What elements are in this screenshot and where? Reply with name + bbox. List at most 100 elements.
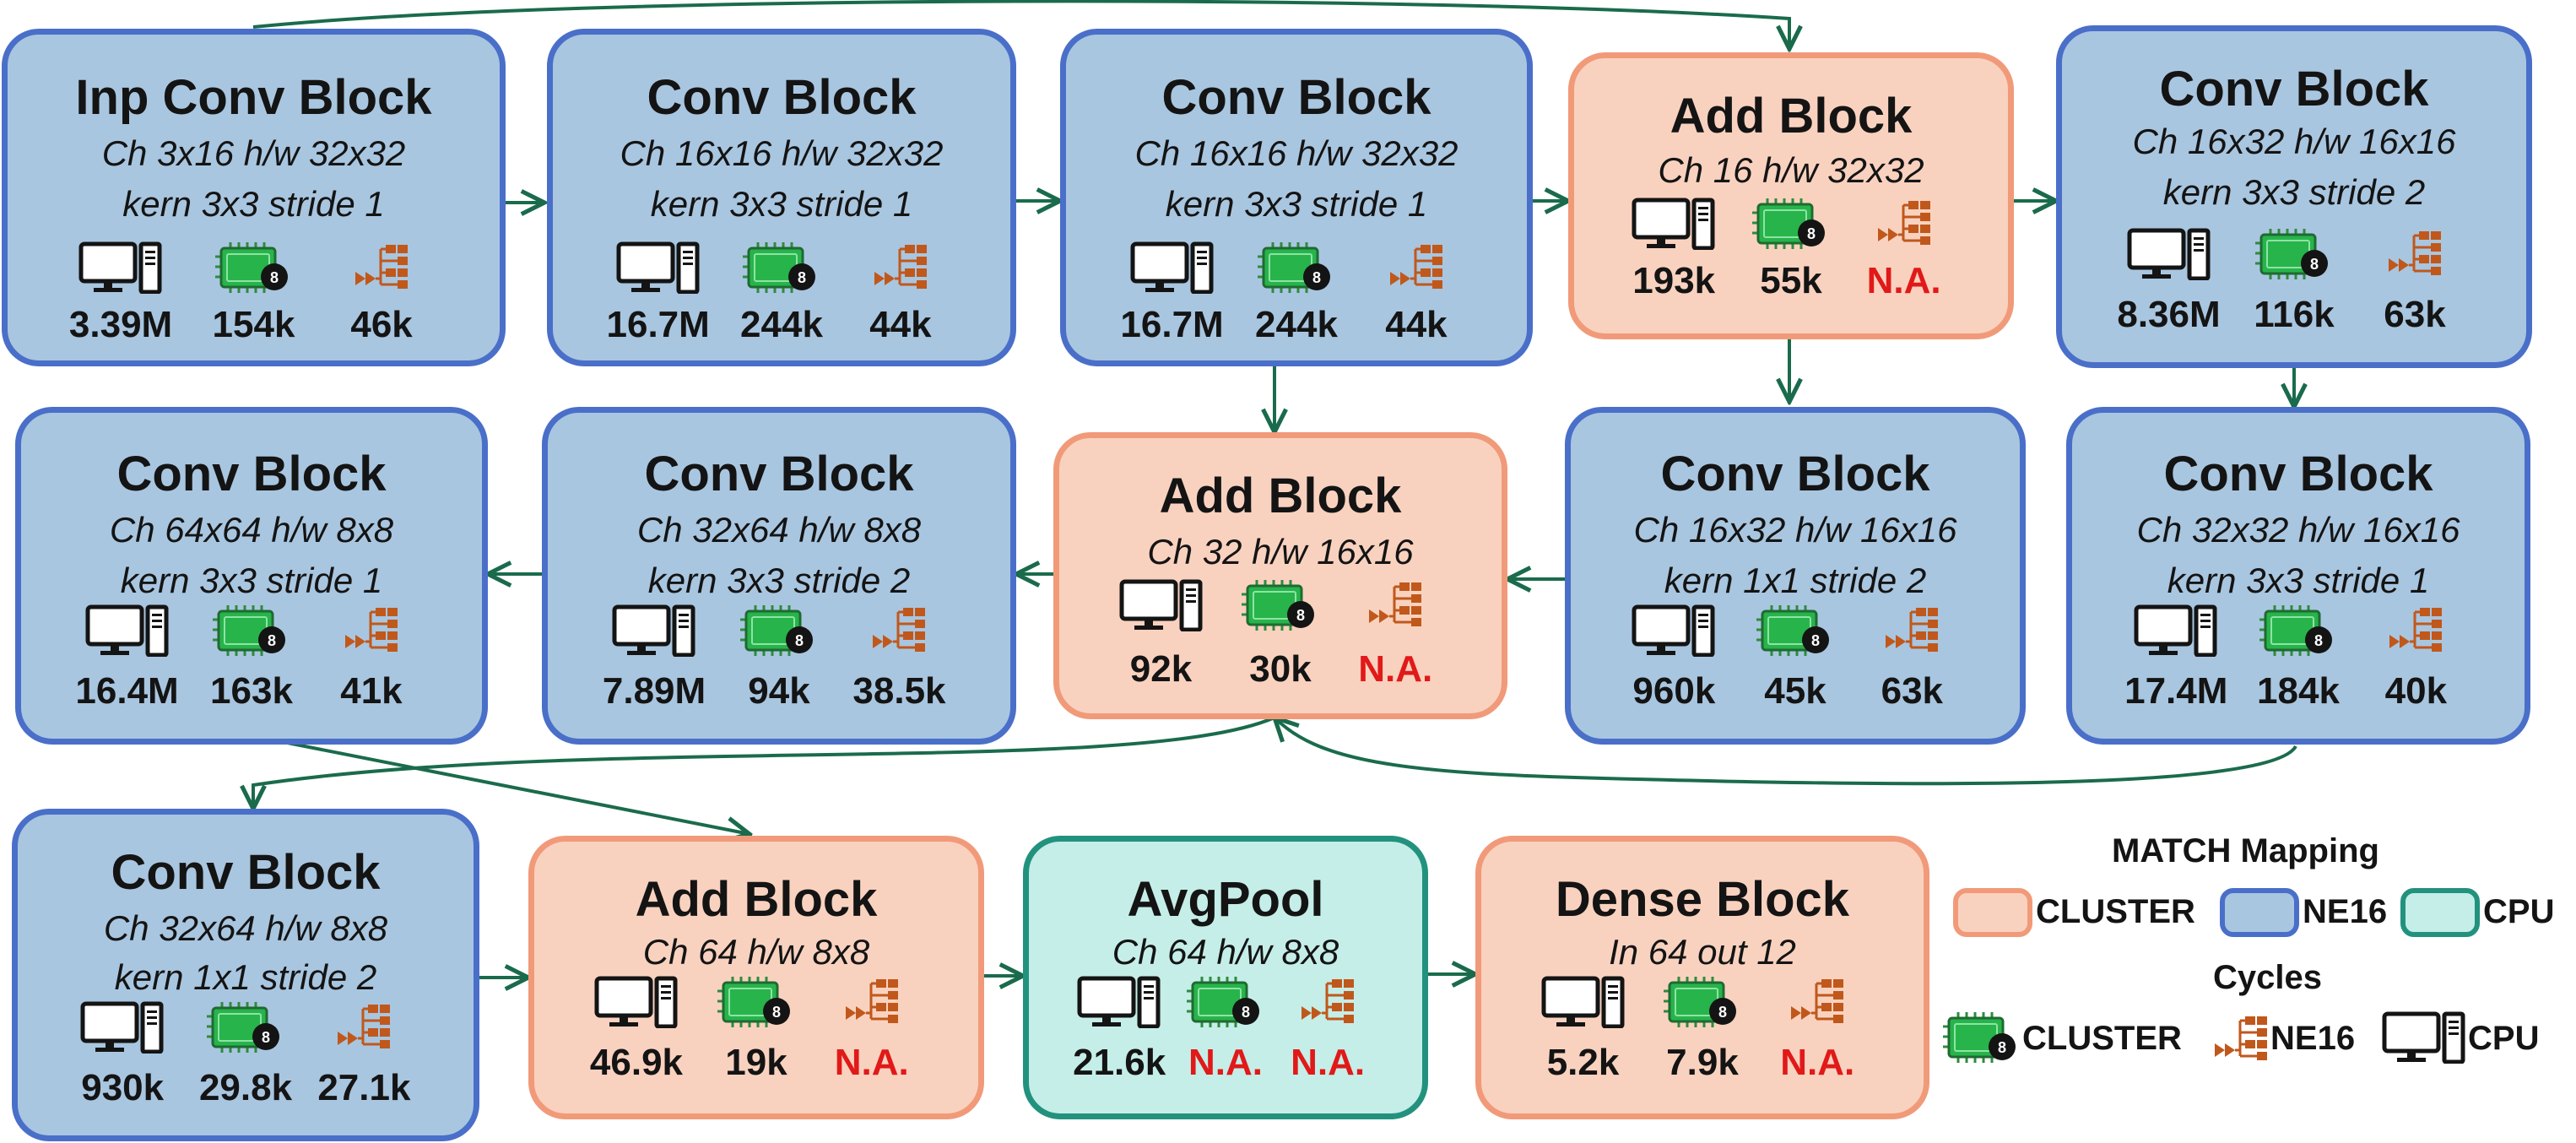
cycles-cluster: 55k xyxy=(1760,260,1822,301)
block-b8: Add Block Ch 32 h/w 16x16 92k 30k N.A. xyxy=(1053,432,1507,719)
cycles-ne16: 38.5k xyxy=(852,670,946,712)
block-title: Conv Block xyxy=(1161,70,1431,125)
accelerator-icon xyxy=(871,606,927,659)
block-spec-line: Ch 32 h/w 16x16 xyxy=(1147,532,1414,572)
cycles-cluster: 244k xyxy=(1255,304,1338,345)
cycles-ne16: 44k xyxy=(1385,304,1448,345)
block-spec-line: kern 3x3 stride 1 xyxy=(650,184,913,224)
chip-icon xyxy=(203,1000,288,1058)
chip-icon xyxy=(714,975,798,1032)
block-spec-line: Ch 16x32 h/w 16x16 xyxy=(1633,510,1957,550)
block-title: Dense Block xyxy=(1555,872,1850,927)
cycles-cluster: 94k xyxy=(748,670,810,712)
block-b12: Add Block Ch 64 h/w 8x8 46.9k 19k N.A. xyxy=(528,836,984,1119)
block-b7: Conv Block Ch 32x64 h/w 8x8 kern 3x3 strid… xyxy=(542,407,1016,745)
accelerator-icon xyxy=(344,606,399,659)
legend-cycles-cluster: CLUSTER xyxy=(2022,1020,2182,1057)
cycles-cluster: 45k xyxy=(1764,670,1826,712)
edge-b8-b11 xyxy=(253,716,1275,809)
block-spec-line: Ch 16x32 h/w 16x16 xyxy=(2132,122,2456,161)
computer-icon xyxy=(85,604,170,661)
accelerator-icon xyxy=(873,243,928,296)
chip-icon xyxy=(1749,197,1833,254)
accelerator-icon xyxy=(2388,606,2443,659)
chip-icon xyxy=(212,241,296,298)
block-b2: Conv Block Ch 16x16 h/w 32x32 kern 3x3 str… xyxy=(547,29,1016,366)
chip-icon xyxy=(1753,604,1837,661)
edge-b6-b12 xyxy=(252,734,750,834)
computer-icon xyxy=(612,604,696,661)
legend-label-cpu: CPU xyxy=(2483,893,2555,930)
cycles-cluster: 244k xyxy=(740,304,823,345)
cycles-ne16: 44k xyxy=(869,304,932,345)
edge-b10-b8 xyxy=(1274,718,2297,786)
cycles-cpu: 930k xyxy=(81,1067,165,1108)
block-b10: Conv Block Ch 32x32 h/w 16x16 kern 3x3 str… xyxy=(2066,407,2530,745)
block-title: AvgPool xyxy=(1127,872,1324,927)
accelerator-icon xyxy=(1884,606,1940,659)
block-spec-line: Ch 64 h/w 8x8 xyxy=(1112,932,1339,972)
chip-icon xyxy=(739,241,824,298)
block-title: Conv Block xyxy=(2163,447,2433,501)
cycles-cluster: 7.9k xyxy=(1666,1042,1739,1083)
chip-icon xyxy=(1183,975,1268,1032)
block-spec-line: Ch 16x16 h/w 32x32 xyxy=(620,133,944,173)
block-spec-line: In 64 out 12 xyxy=(1609,932,1796,972)
cycles-ne16: 63k xyxy=(1881,670,1944,712)
block-b9: Conv Block Ch 16x32 h/w 16x16 kern 1x1 str… xyxy=(1565,407,2026,745)
cycles-cpu: 46.9k xyxy=(589,1042,684,1083)
legend-label-cluster: CLUSTER xyxy=(2036,893,2195,930)
block-title: Conv Block xyxy=(644,447,914,501)
block-spec-line: kern 3x3 stride 2 xyxy=(2162,172,2426,212)
legend-swatch-cpu xyxy=(2400,888,2480,937)
cycles-ne16: 41k xyxy=(340,670,403,712)
block-title: Inp Conv Block xyxy=(75,70,432,125)
accelerator-icon xyxy=(2387,230,2443,283)
legend-swatch-cluster xyxy=(1953,888,2032,937)
accelerator-icon xyxy=(1300,978,1356,1031)
cycles-cpu: 193k xyxy=(1632,260,1716,301)
legend-label-ne16: NE16 xyxy=(2303,893,2388,930)
computer-icon xyxy=(1632,604,1716,661)
cycles-ne16: 40k xyxy=(2384,670,2448,712)
block-spec-line: kern 3x3 stride 1 xyxy=(1165,184,1428,224)
accelerator-icon xyxy=(1367,581,1423,634)
accelerator-icon xyxy=(336,1003,392,1056)
legend-computer-icon xyxy=(2382,1011,2466,1068)
cycles-cluster: 163k xyxy=(210,670,293,712)
block-title: Conv Block xyxy=(111,845,381,900)
block-spec-line: kern 3x3 stride 1 xyxy=(120,561,383,600)
accelerator-icon xyxy=(844,978,900,1031)
block-title: Add Block xyxy=(1159,469,1402,523)
legend-accelerator-icon xyxy=(2213,1015,2269,1068)
cycles-ne16: N.A. xyxy=(834,1042,909,1083)
chip-icon xyxy=(209,604,294,661)
cycles-ne16: 27.1k xyxy=(317,1067,411,1108)
cycles-ne16: 46k xyxy=(350,304,413,345)
computer-icon xyxy=(1077,976,1161,1032)
cycles-ne16: 63k xyxy=(2384,294,2446,335)
block-b6: Conv Block Ch 64x64 h/w 8x8 kern 3x3 strid… xyxy=(15,407,488,745)
block-spec-line: kern 1x1 stride 2 xyxy=(114,957,377,997)
block-b5: Conv Block Ch 16x32 h/w 16x16 kern 3x3 str… xyxy=(2056,25,2532,368)
computer-icon xyxy=(1541,976,1626,1032)
computer-icon xyxy=(594,976,679,1032)
computer-icon xyxy=(1130,241,1215,298)
block-title: Conv Block xyxy=(116,447,387,501)
cycles-cpu: 7.89M xyxy=(602,670,706,712)
accelerator-icon xyxy=(1876,199,1932,252)
block-title: Conv Block xyxy=(1660,447,1930,501)
block-spec-line: kern 3x3 stride 1 xyxy=(2167,561,2430,600)
cycles-ne16: N.A. xyxy=(1866,260,1941,301)
legend-cycles-ne16: NE16 xyxy=(2270,1020,2356,1057)
legend-cycles-title: Cycles xyxy=(2213,959,2322,996)
computer-icon xyxy=(2134,604,2218,661)
cycles-cluster: 154k xyxy=(212,304,295,345)
legend-mapping-title: MATCH Mapping xyxy=(2112,832,2379,869)
cycles-cluster: N.A. xyxy=(1188,1042,1263,1083)
cycles-cpu: 16.4M xyxy=(75,670,179,712)
chip-icon xyxy=(2252,227,2336,284)
computer-icon xyxy=(80,1001,165,1058)
block-title: Conv Block xyxy=(2159,62,2429,116)
